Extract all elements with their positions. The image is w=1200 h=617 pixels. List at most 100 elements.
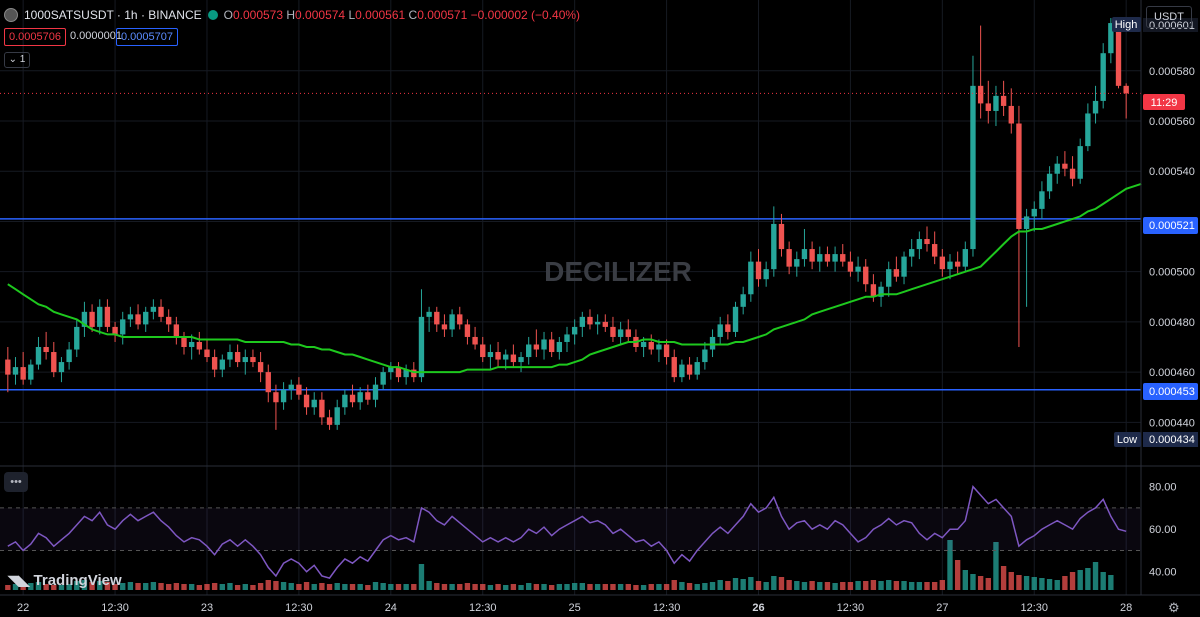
volume-bar [648,584,654,590]
volume-bar [319,583,325,590]
volume-bar [725,581,731,590]
volume-bar [962,570,968,590]
volume-bar [12,584,19,590]
volume-bar [870,580,877,590]
currency-selector[interactable]: USDT [1146,6,1192,28]
volume-bar [778,577,785,590]
candle-body [503,354,509,360]
candle-body [1115,23,1122,86]
volume-bar [993,542,999,590]
volume-bar [104,582,111,590]
low-price-box [1143,432,1198,447]
more-icon: ••• [10,476,22,488]
rsi-line [7,485,1127,579]
buy-price-button[interactable]: 0.0005707 [116,28,178,46]
volume-bar [342,584,348,590]
candle-body [51,352,57,373]
candle-body [1092,100,1099,114]
volume-bar [602,584,608,590]
volume-bar [388,584,394,590]
volume-bar [556,584,563,590]
market-status-icon [207,10,218,20]
volume-bar [380,583,386,590]
candle-body [954,261,961,267]
volume-bar [901,581,907,590]
candle-body [755,261,762,280]
volume-bar [127,582,134,590]
candle-body [388,367,394,373]
volume-bar [924,582,930,590]
x-tick-label: 23 [201,602,213,614]
x-tick-label: 28 [1120,602,1132,614]
volume-bar [1077,570,1083,590]
volume-bar [28,583,34,590]
candle-body [5,359,11,375]
candle-body [127,314,134,320]
volume-bar [709,582,716,590]
candle-body [1039,191,1045,209]
volume-bar [518,585,524,590]
candle-body [909,249,915,257]
volume-bar [35,582,42,590]
candle-body [349,394,356,403]
low-price-label: 0.000434 [1149,434,1195,446]
volume-bar [763,582,769,590]
volume-bar [43,584,49,590]
candle-body [166,316,172,325]
candle-body [74,326,80,350]
volume-bar [625,584,631,590]
candle-body [89,311,95,327]
volume-bar [1054,580,1060,590]
volume-bar [288,583,294,590]
volume-bar [541,584,547,590]
candle-body [1008,105,1014,124]
volume-bar [587,584,593,590]
candle-body [556,341,563,353]
volume-bar [257,583,264,590]
volume-bar [112,584,118,590]
volume-bar [694,584,700,590]
candle-body [234,352,241,363]
volume-bar [280,582,287,590]
candle-body [1077,146,1083,179]
volume-bar [1069,572,1076,590]
volume-bar [947,540,953,590]
y-tick-label: 0.000460 [1149,367,1195,379]
candle-body [648,341,654,350]
candle-body [702,349,708,363]
y-tick-label: 0.000500 [1149,267,1195,279]
open-value: 0.000573 [232,8,284,22]
candle-body [832,254,838,262]
volume-bar [219,584,225,590]
candle-body [1054,163,1060,174]
settings-gear-icon[interactable]: ⚙ [1168,600,1180,615]
sell-price-button[interactable]: 0.0005706 [4,28,66,46]
volume-bar [564,584,570,590]
volume-bar [748,577,754,590]
high-tag-label: High [1115,19,1138,31]
x-tick-label: 12:30 [1020,602,1048,614]
collapse-indicators-button[interactable]: ⌄ 1 [4,52,30,68]
indicator-count: 1 [19,54,26,65]
symbol-title[interactable]: 1000SATSUSDT · 1h · BINANCE [24,8,202,22]
volume-bar [242,584,248,590]
low-tag-label: Low [1117,434,1137,446]
volume-bar [939,580,946,590]
volume-bar [503,585,509,590]
volume-bar [740,579,746,590]
pane-menu-button[interactable]: ••• [4,472,28,492]
candle-body [686,364,693,375]
high-value: 0.000574 [295,8,346,22]
tradingview-mark-icon: ◥◣ [8,572,30,588]
change-value: −0.000002 (−0.40%) [470,8,581,22]
volume-bar [66,584,72,590]
candle-body [219,359,225,370]
candle-body [211,357,218,370]
candle-body [962,249,968,267]
candle-body [426,311,432,317]
candle-body [671,357,677,378]
candle-body [158,306,164,317]
volume-bar [211,583,218,590]
candle-body [1031,208,1037,217]
